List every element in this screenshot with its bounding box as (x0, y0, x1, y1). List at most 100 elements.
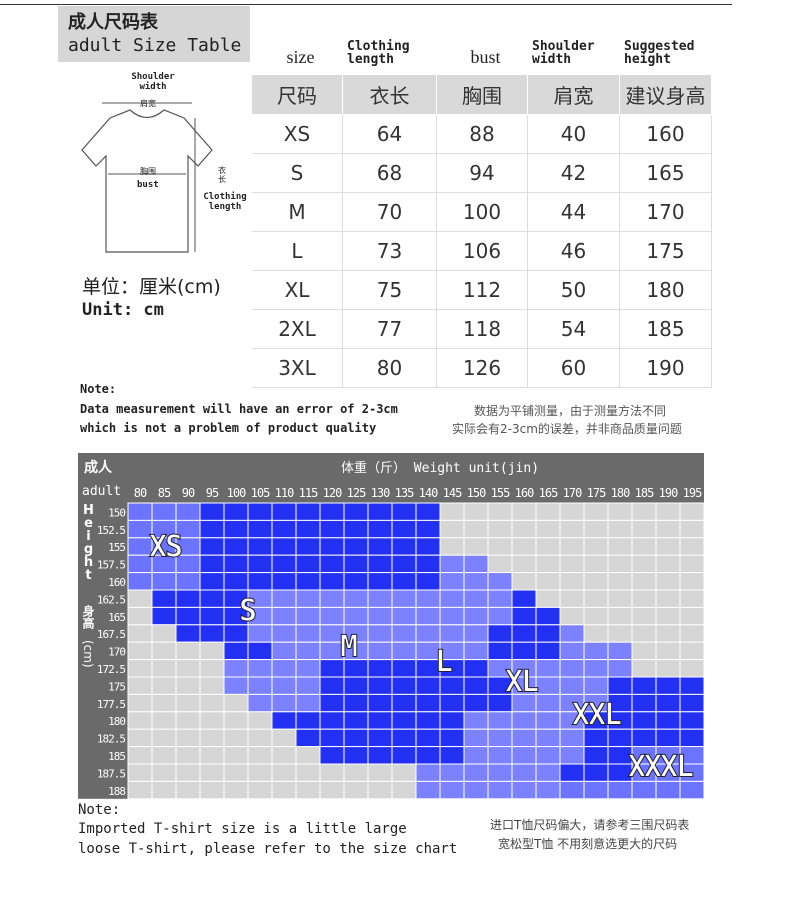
size-cell (487, 606, 513, 626)
empty-cell (583, 606, 609, 626)
empty-cell (223, 728, 249, 748)
table-value: 175 (620, 232, 712, 271)
size-cell (247, 502, 273, 521)
empty-cell (127, 763, 153, 782)
size-cell (439, 693, 465, 713)
height-label: 172.5 (97, 663, 125, 676)
size-cell (607, 659, 633, 678)
empty-cell (631, 606, 657, 626)
empty-cell (223, 693, 249, 713)
empty-cell (151, 711, 177, 730)
size-cell (319, 554, 345, 574)
size-cell (247, 693, 273, 713)
size-cell (151, 606, 177, 626)
note-cn-line: 宽松型T恤 不用刻意选更大的尺码 (498, 837, 678, 851)
empty-cell (151, 728, 177, 748)
size-cell (223, 641, 249, 661)
empty-cell (199, 693, 225, 713)
height-label: 180 (108, 715, 125, 728)
size-cell (439, 711, 465, 730)
weight-label: 145 (443, 486, 462, 500)
empty-cell (127, 711, 153, 730)
note-en-line: Data measurement will have an error of 2… (80, 402, 398, 416)
label-cn: 成人 (84, 459, 113, 476)
size-cell (463, 763, 489, 782)
size-cell (439, 589, 465, 608)
height-label: 188 (108, 785, 125, 798)
size-cell (511, 606, 537, 626)
empty-cell (607, 606, 633, 626)
height-label: 187.5 (97, 767, 125, 780)
title-cn: 成人尺码表 (68, 12, 158, 33)
size-cell (175, 624, 201, 643)
empty-cell (655, 659, 681, 678)
weight-label: 125 (347, 486, 366, 500)
empty-cell (631, 589, 657, 608)
size-cell (535, 780, 561, 800)
size-cell (247, 659, 273, 678)
size-cell (367, 606, 393, 626)
table-value: 190 (620, 349, 712, 388)
size-cell (631, 676, 657, 695)
empty-cell (655, 502, 681, 521)
table-value: 64 (343, 115, 437, 154)
height-label-en: Height (81, 503, 96, 581)
empty-cell (247, 780, 273, 800)
empty-cell (247, 746, 273, 765)
empty-cell (607, 502, 633, 521)
weight-label: 180 (611, 486, 630, 500)
note-en-line: Imported T-shirt size is a little large (78, 821, 407, 837)
size-name: 3XL (252, 349, 343, 388)
empty-cell (151, 659, 177, 678)
table-value: 118 (437, 310, 528, 349)
empty-cell (151, 641, 177, 661)
size-cell (391, 502, 417, 521)
empty-cell (295, 780, 321, 800)
size-cell (367, 676, 393, 695)
table-value: 60 (528, 349, 620, 388)
size-cell (223, 554, 249, 574)
empty-cell (511, 537, 537, 556)
size-cell (415, 519, 441, 539)
shoulder-en: Shoulder width (131, 72, 175, 92)
size-cell (295, 728, 321, 748)
empty-cell (487, 519, 513, 539)
empty-cell (535, 519, 561, 539)
empty-cell (127, 624, 153, 643)
table-value: 68 (343, 154, 437, 193)
empty-cell (271, 746, 297, 765)
empty-cell (535, 537, 561, 556)
table-value: 180 (620, 271, 712, 310)
size-cell (511, 746, 537, 765)
size-cell (319, 746, 345, 765)
empty-cell (223, 711, 249, 730)
size-cell (223, 502, 249, 521)
empty-cell (175, 676, 201, 695)
empty-cell (319, 780, 345, 800)
unit-en: Unit: cm (82, 300, 164, 320)
size-cell (439, 554, 465, 574)
size-cell (583, 676, 609, 695)
size-cell (391, 711, 417, 730)
size-cell (223, 519, 249, 539)
size-cell (631, 693, 657, 713)
size-cell (415, 763, 441, 782)
header-en: size (286, 47, 315, 67)
empty-cell (487, 502, 513, 521)
empty-cell (511, 572, 537, 591)
size-cell (295, 572, 321, 591)
height-label: 162.5 (97, 593, 125, 606)
weight-label: 150 (467, 486, 486, 500)
size-cell (439, 606, 465, 626)
height-label: 155 (108, 541, 125, 554)
table-value: 106 (437, 232, 528, 271)
size-cell (199, 519, 225, 539)
size-cell (559, 763, 585, 782)
unit-cn: 单位：厘米(cm) (82, 276, 221, 298)
size-cell (319, 502, 345, 521)
header-en: Clothing length (347, 39, 410, 67)
size-cell (415, 589, 441, 608)
size-cell (343, 676, 369, 695)
